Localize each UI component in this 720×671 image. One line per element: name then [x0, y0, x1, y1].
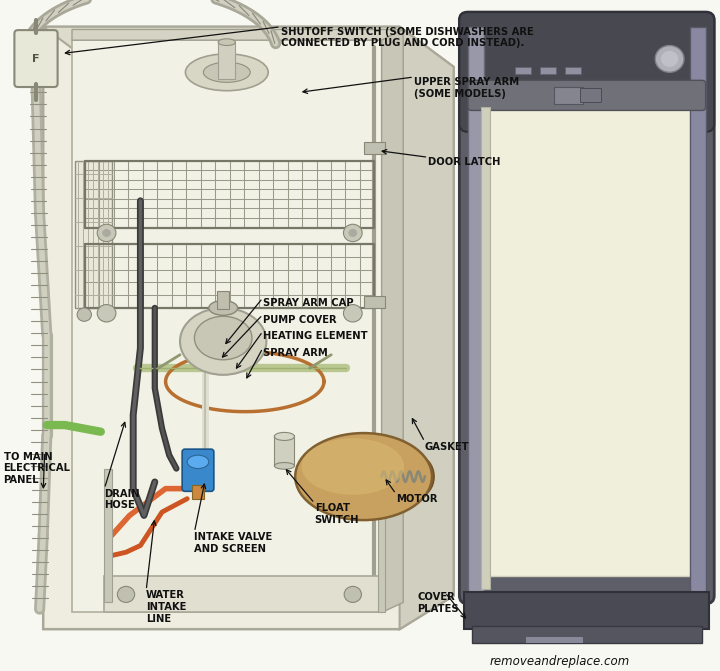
Ellipse shape [209, 301, 238, 315]
Bar [481, 107, 490, 589]
Bar [218, 42, 235, 79]
Circle shape [348, 229, 357, 237]
Text: GASKET: GASKET [425, 442, 469, 452]
Bar [364, 296, 385, 308]
Text: TO MAIN
ELECTRICAL
PANEL: TO MAIN ELECTRICAL PANEL [4, 452, 71, 485]
Text: F: F [32, 54, 40, 64]
Circle shape [102, 229, 111, 237]
Text: INTAKE VALVE
AND SCREEN: INTAKE VALVE AND SCREEN [194, 532, 273, 554]
Bar [104, 468, 112, 603]
Bar [468, 27, 484, 603]
Ellipse shape [180, 308, 266, 375]
Ellipse shape [295, 433, 432, 520]
Ellipse shape [274, 432, 294, 440]
Text: SPRAY ARM: SPRAY ARM [263, 348, 328, 358]
Text: MOTOR: MOTOR [396, 494, 438, 504]
Text: removeandreplace.com: removeandreplace.com [490, 655, 630, 668]
Bar [472, 626, 702, 643]
Bar [580, 89, 601, 102]
Polygon shape [43, 27, 454, 67]
Bar [515, 67, 531, 74]
Bar [192, 485, 204, 499]
Polygon shape [400, 27, 454, 629]
Bar [75, 160, 112, 308]
Polygon shape [72, 40, 382, 613]
Text: SPRAY ARM CAP: SPRAY ARM CAP [263, 298, 354, 308]
Bar [378, 445, 385, 613]
Circle shape [343, 224, 362, 242]
Ellipse shape [194, 316, 252, 360]
Text: HEATING ELEMENT: HEATING ELEMENT [263, 331, 367, 342]
FancyBboxPatch shape [14, 30, 58, 87]
Bar [274, 435, 294, 465]
Polygon shape [382, 30, 403, 613]
Circle shape [97, 224, 116, 242]
Bar [540, 67, 556, 74]
Bar [565, 67, 581, 74]
Circle shape [655, 46, 684, 72]
Polygon shape [43, 27, 454, 629]
Circle shape [97, 305, 116, 322]
FancyBboxPatch shape [459, 12, 714, 132]
Text: DRAIN
HOSE: DRAIN HOSE [104, 488, 140, 510]
Ellipse shape [402, 456, 433, 497]
Circle shape [99, 308, 113, 321]
Bar [464, 592, 709, 629]
Ellipse shape [274, 462, 294, 469]
FancyBboxPatch shape [459, 12, 714, 604]
Text: UPPER SPRAY ARM
(SOME MODELS): UPPER SPRAY ARM (SOME MODELS) [414, 77, 519, 99]
Bar [364, 142, 385, 154]
Text: WATER
INTAKE
LINE: WATER INTAKE LINE [146, 590, 186, 623]
Circle shape [661, 51, 678, 67]
Ellipse shape [187, 455, 209, 468]
Text: COVER
PLATES: COVER PLATES [418, 592, 459, 614]
Bar [690, 27, 706, 603]
Text: SHUTOFF SWITCH (SOME DISHWASHERS ARE
CONNECTED BY PLUG AND CORD INSTEAD).: SHUTOFF SWITCH (SOME DISHWASHERS ARE CON… [281, 27, 534, 48]
Ellipse shape [218, 39, 235, 46]
Bar [104, 576, 382, 613]
Ellipse shape [185, 54, 268, 91]
Ellipse shape [302, 438, 404, 495]
Bar [482, 94, 691, 576]
Text: FLOAT
SWITCH: FLOAT SWITCH [315, 503, 359, 525]
FancyBboxPatch shape [182, 449, 214, 491]
Bar [217, 291, 229, 309]
FancyBboxPatch shape [468, 81, 706, 111]
Circle shape [77, 308, 91, 321]
Ellipse shape [204, 62, 251, 83]
Circle shape [344, 586, 361, 603]
Bar [554, 87, 583, 104]
Text: DOOR LATCH: DOOR LATCH [428, 157, 501, 167]
Circle shape [117, 586, 135, 603]
Text: PUMP COVER: PUMP COVER [263, 315, 336, 325]
Bar [526, 637, 583, 643]
Polygon shape [72, 30, 403, 40]
Circle shape [343, 305, 362, 322]
